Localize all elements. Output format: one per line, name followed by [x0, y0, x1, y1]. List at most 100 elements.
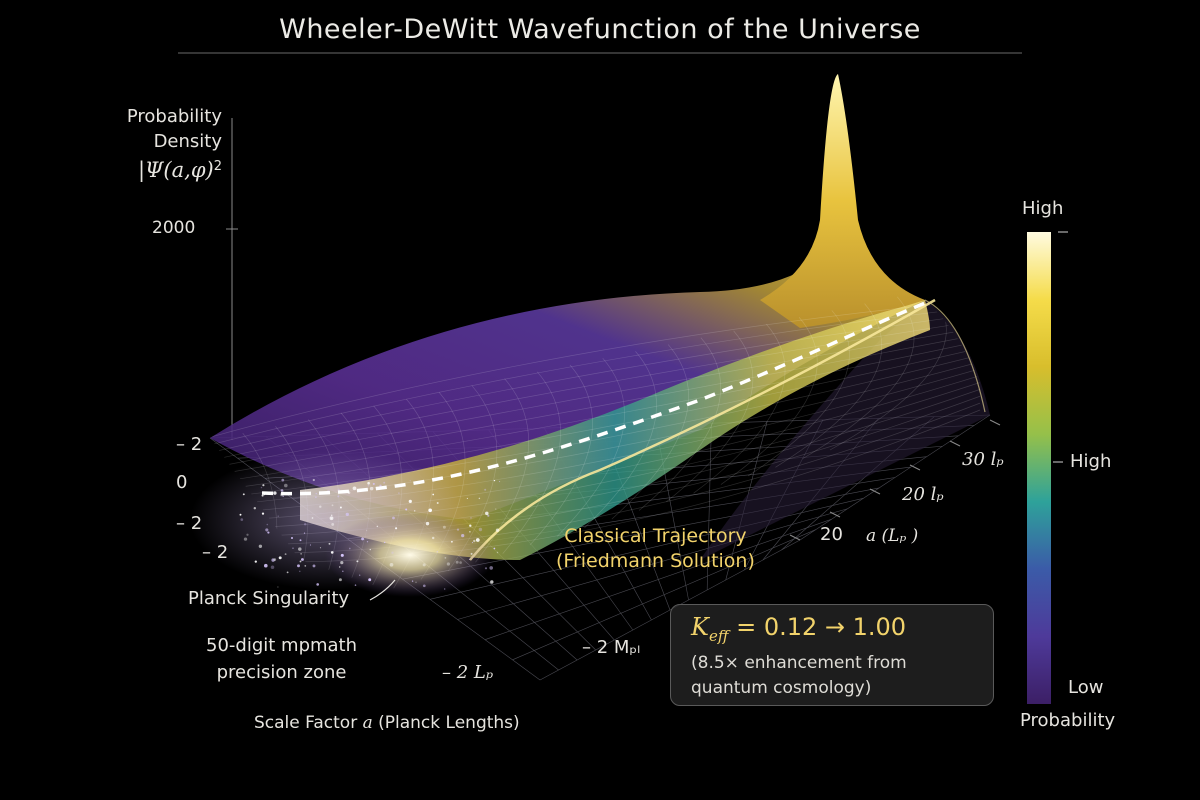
sparkle-dot [436, 502, 439, 504]
sparkle-dot [339, 506, 342, 509]
surface-side-wall [700, 300, 990, 560]
sparkle-dot [253, 507, 256, 510]
mpmath-zone-line1: 50-digit mpmath [206, 635, 358, 656]
sparkle-dot [442, 525, 446, 529]
mpmath-zone-label: 50-digit mpmath precision zone [206, 632, 357, 686]
sparkle-dot [485, 511, 489, 516]
sparkle-dot [254, 560, 257, 563]
z-axis-label-line2: Density [153, 131, 222, 152]
sparkle-dot [277, 586, 279, 588]
surface-mesh-line [720, 317, 818, 485]
keff-symbol: K [691, 613, 709, 641]
sparkle-dot [369, 548, 371, 551]
sparkle-dot [340, 553, 344, 557]
surface-mesh-line [775, 303, 882, 468]
sparkle-dot [270, 565, 275, 570]
sparkle-dot [495, 508, 497, 510]
sparkle-dot [389, 562, 394, 567]
z-axis-exponent: 2 [213, 159, 222, 174]
sparkle-dot [432, 493, 435, 496]
sparkle-dot [428, 508, 433, 513]
sparkle-dot [367, 481, 370, 485]
sparkle-dot [475, 538, 480, 542]
sparkle-dot [260, 486, 263, 489]
sparkle-dot [455, 560, 459, 564]
sparkle-dot [436, 551, 438, 553]
sparkle-dot [422, 563, 426, 567]
sparkle-dot [312, 564, 316, 568]
sparkle-dot [383, 481, 386, 484]
sparkle-dot [473, 539, 476, 543]
sparkle-dot [303, 522, 307, 526]
sparkle-dot [281, 478, 285, 482]
x-axis-label-var: a [362, 713, 373, 733]
sparkle-dot [330, 514, 333, 517]
sparkle-dot [242, 493, 245, 496]
singularity-sparkles [239, 478, 501, 590]
sparkle-dot [271, 558, 275, 562]
sparkle-dot [273, 491, 277, 495]
planck-singularity-label: Planck Singularity [188, 588, 350, 609]
sparkle-dot [297, 564, 300, 568]
sparkle-dot [329, 516, 334, 521]
sparkle-dot [352, 486, 357, 491]
sparkle-dot [409, 480, 411, 482]
sparkle-dot [277, 515, 279, 517]
sparkle-dot [300, 553, 302, 555]
sparkle-dot [264, 563, 268, 568]
sparkle-dot [484, 488, 487, 491]
sparkle-dot [315, 492, 317, 495]
sparkle-dot [337, 495, 340, 498]
sparkle-dot [468, 558, 470, 560]
phi-tick-bottom: – 2 [202, 542, 229, 563]
front-tick-lp: – 2 Lₚ [442, 662, 494, 683]
sparkle-dot [425, 521, 430, 526]
surface-back-sheet [210, 240, 925, 520]
a-tick-20lp: 20 lₚ [902, 484, 944, 505]
sparkle-dot [345, 512, 349, 517]
sparkle-dot [303, 532, 306, 534]
a-tick-20: 20 [820, 524, 843, 545]
surface-mesh-line [557, 357, 625, 537]
sparkle-dot [446, 562, 451, 566]
keff-range: = 0.12 → 1.00 [728, 613, 907, 641]
sparkle-dot [411, 580, 414, 582]
sparkle-dot [366, 529, 368, 531]
sparkle-dot [299, 560, 302, 563]
x-axis-label: Scale Factor a (Planck Lengths) [254, 713, 520, 733]
z-axis-label: Probability Density |Ψ(a,φ)2 [92, 104, 222, 184]
surface-mesh-line [747, 310, 850, 477]
colorbar [1027, 232, 1051, 704]
front-tick-mpl: – 2 Mₚₗ [582, 637, 641, 658]
sparkle-dot [309, 544, 311, 546]
sparkle-dot [266, 523, 269, 526]
sparkle-dot [284, 553, 287, 556]
sparkle-dot [456, 528, 460, 531]
sparkle-dot [408, 499, 412, 503]
surface-mesh-line [502, 371, 561, 554]
sparkle-dot [372, 482, 375, 485]
floor-grid-line [706, 423, 712, 591]
sparkle-dot [278, 556, 282, 560]
sparkle-dot [342, 570, 344, 573]
sparkle-dot [459, 561, 462, 564]
sparkle-dot [450, 540, 453, 543]
sparkle-dot [319, 505, 322, 508]
sparkle-dot [338, 578, 342, 582]
sparkle-dot [331, 522, 335, 526]
keff-note: (8.5× enhancement from quantum cosmology… [691, 653, 907, 698]
sparkle-dot [376, 525, 378, 528]
surface-mesh-line [693, 323, 786, 494]
colorbar-top-label: High [1022, 198, 1064, 219]
colorbar-bottom-label: Low [1068, 677, 1104, 698]
sparkle-dot [422, 584, 426, 588]
sparkle-dot [470, 552, 473, 555]
surface-peak [760, 74, 925, 328]
a-axis-ticks [789, 419, 1001, 541]
keff-value: Keff = 0.12 → 1.00 [691, 613, 906, 645]
sparkle-dot [398, 492, 400, 494]
sparkle-dot [495, 528, 500, 532]
sparkle-dot [330, 551, 334, 554]
